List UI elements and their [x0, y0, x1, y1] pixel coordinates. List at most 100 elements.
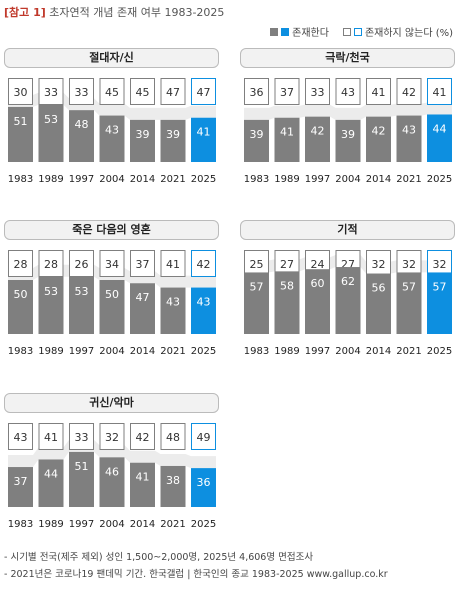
label-not-exists: 45 — [136, 86, 150, 99]
label-not-exists: 45 — [105, 86, 119, 99]
bar-not-exists — [396, 78, 422, 105]
label-exists: 41 — [280, 126, 294, 139]
bar-exists — [427, 272, 452, 334]
label-not-exists: 33 — [75, 86, 89, 99]
bar-not-exists — [274, 78, 300, 105]
bar-not-exists — [244, 250, 269, 277]
year-label: 2004 — [99, 174, 124, 185]
year-label: 1983 — [8, 519, 33, 530]
bar-not-exists — [69, 78, 94, 105]
bar-not-exists — [305, 78, 330, 105]
label-not-exists: 43 — [341, 86, 355, 99]
label-exists: 39 — [166, 128, 180, 141]
label-not-exists: 32 — [105, 431, 119, 444]
connector-band — [8, 439, 216, 469]
label-not-exists: 42 — [136, 431, 150, 444]
bar-not-exists — [38, 250, 64, 277]
label-exists: 62 — [341, 275, 355, 288]
year-label: 2021 — [160, 519, 185, 530]
year-label: 1983 — [8, 346, 33, 357]
label-exists: 53 — [75, 285, 89, 298]
bar-exists — [274, 117, 300, 162]
label-exists: 44 — [433, 122, 447, 135]
panel-heaven: 극락/천국 36 39 1983 37 41 1989 33 42 1997 43 39 2004 41… — [240, 48, 455, 218]
label-not-exists: 33 — [75, 431, 89, 444]
bar-exists — [130, 462, 155, 507]
bar-not-exists — [160, 78, 186, 105]
label-not-exists: 32 — [402, 258, 416, 271]
bar-exists — [244, 119, 269, 162]
label-not-exists: 41 — [166, 258, 180, 271]
label-not-exists: 49 — [197, 431, 211, 444]
year-label: 1997 — [69, 174, 94, 185]
year-label: 2025 — [191, 519, 216, 530]
bar-exists — [69, 276, 94, 334]
panel-god: 절대자/신 30 51 1983 33 53 1989 33 48 1997 45 43 2004 45… — [4, 48, 219, 218]
bar-exists — [8, 280, 33, 334]
report-title-text: 초자연적 개념 존재 여부 1983-2025 — [49, 6, 225, 19]
year-label: 1997 — [305, 174, 330, 185]
panel-ghost: 귀신/악마 43 37 1983 41 44 1989 33 51 1997 32 46 2004 42… — [4, 393, 219, 563]
legend-exists-label: 존재한다 — [292, 28, 329, 39]
label-exists: 43 — [402, 124, 416, 137]
bar-exists — [99, 280, 125, 334]
label-exists: 41 — [197, 126, 211, 139]
connector-band — [244, 102, 452, 120]
bar-not-exists — [38, 78, 64, 105]
year-label: 1989 — [274, 174, 299, 185]
bar-not-exists — [38, 423, 64, 450]
bar-not-exists — [130, 250, 155, 277]
chart-ghost: 43 37 1983 41 44 1989 33 51 1997 32 46 2004 42 41 2014… — [8, 423, 216, 530]
footnote-1: - 시기별 전국(제주 제외) 성인 1,500~2,000명, 2025년 4… — [4, 552, 314, 563]
label-not-exists: 27 — [280, 258, 294, 271]
bar-not-exists — [8, 250, 33, 277]
label-not-exists: 43 — [14, 431, 28, 444]
label-exists: 47 — [136, 291, 150, 304]
label-exists: 50 — [14, 288, 28, 301]
bar-not-exists — [244, 78, 269, 105]
bar-not-exists — [99, 423, 125, 450]
bar-exists — [160, 119, 186, 162]
label-exists: 37 — [14, 475, 28, 488]
label-not-exists: 48 — [166, 431, 180, 444]
legend-exists-swatch-gray — [270, 27, 279, 36]
legend-exists-swatch-blue — [281, 27, 290, 36]
legend-not-exists-swatch-gray — [342, 27, 351, 36]
year-label: 2025 — [427, 346, 452, 357]
bar-exists — [335, 267, 361, 334]
label-not-exists: 33 — [311, 86, 325, 99]
year-label: 1983 — [8, 174, 33, 185]
bar-exists — [305, 269, 330, 334]
bar-exists — [69, 110, 94, 162]
year-label: 2014 — [366, 174, 391, 185]
label-exists: 60 — [311, 277, 325, 290]
bar-not-exists — [69, 250, 94, 277]
chart-soul: 28 50 1983 28 53 1989 26 53 1997 34 50 2004 37 47 2014… — [8, 250, 216, 357]
footnotes: - 시기별 전국(제주 제외) 성인 1,500~2,000명, 2025년 4… — [4, 549, 388, 583]
chart-heaven: 36 39 1983 37 41 1989 33 42 1997 43 39 2004 41 42 2014… — [244, 78, 452, 185]
chart-miracle: 2557198327581989246019972762200432562014… — [244, 250, 452, 357]
label-not-exists: 41 — [372, 86, 386, 99]
bar-not-exists — [366, 78, 391, 105]
label-not-exists: 28 — [14, 258, 28, 271]
panel-soul: 죽은 다음의 영혼 28 50 1983 28 53 1989 26 53 1997 34 50 20… — [4, 220, 219, 390]
label-not-exists: 34 — [105, 258, 119, 271]
bar-exists — [274, 271, 300, 334]
label-exists: 50 — [105, 288, 119, 301]
year-label: 2025 — [427, 174, 452, 185]
label-exists: 53 — [44, 113, 58, 126]
label-exists: 51 — [14, 115, 28, 128]
label-not-exists: 41 — [433, 86, 447, 99]
bar-exists — [244, 272, 269, 334]
label-exists: 39 — [136, 128, 150, 141]
label-not-exists: 41 — [44, 431, 58, 444]
bar-not-exists — [191, 78, 216, 105]
report-tag: [참고 1] — [4, 6, 46, 19]
label-exists: 56 — [372, 282, 386, 295]
report-title: [참고 1] 초자연적 개념 존재 여부 1983-2025 — [4, 4, 224, 20]
bar-exists — [191, 117, 216, 162]
label-exists: 51 — [75, 460, 89, 473]
bar-not-exists — [427, 78, 452, 105]
bar-exists — [396, 115, 422, 162]
label-exists: 38 — [166, 474, 180, 487]
